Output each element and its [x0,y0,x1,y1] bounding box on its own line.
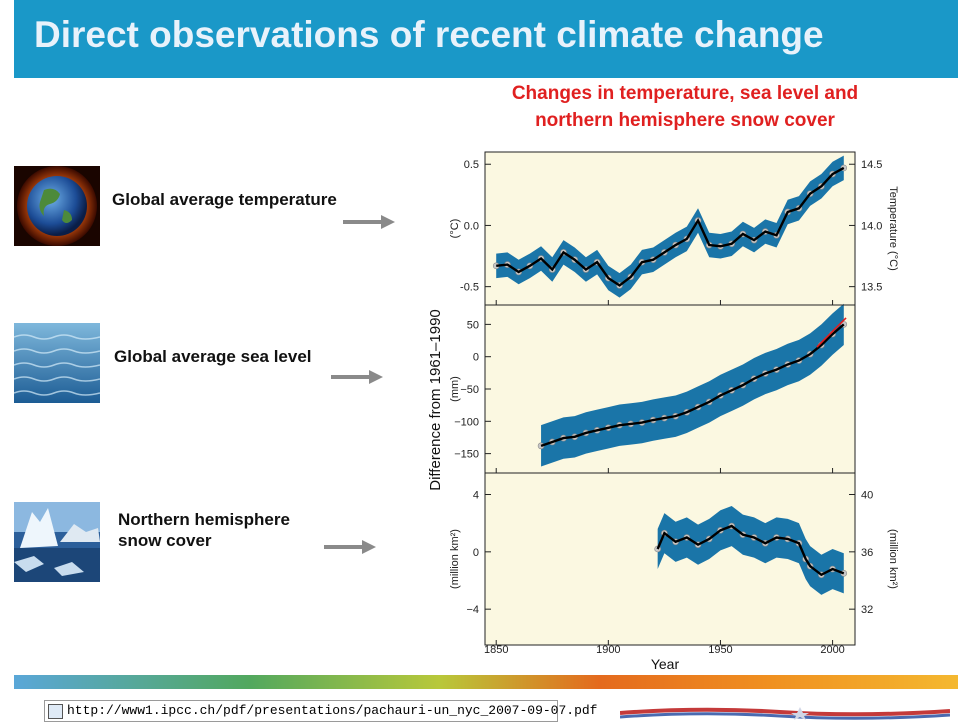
row-label-line: Global average sea level [114,347,312,366]
y-tick-label: −150 [454,449,479,461]
url-text: http://www1.ipcc.ch/pdf/presentations/pa… [67,703,598,718]
y-tick-label: −100 [454,416,479,428]
flag-decoration-icon [620,707,950,720]
uncertainty-band [496,155,844,298]
title-bar: Direct observations of recent climate ch… [14,0,958,78]
arrow-right-icon [331,370,383,384]
y-right-tick-label: 14.0 [861,220,882,232]
y-tick-label: 0 [473,547,479,559]
ocean-icon [14,323,100,403]
y-right-tick-label: 13.5 [861,282,882,294]
row-label-temperature: Global average temperature [112,189,337,210]
row-label-snow-cover: Northern hemisphere snow cover [118,509,290,551]
iceberg-icon [14,502,100,582]
chart-subtitle-line: Changes in temperature, sea level and [511,83,859,104]
arrow-right-icon [343,215,395,229]
x-tick-label: 1950 [708,644,732,656]
y-tick-label: −50 [460,384,479,396]
url-bar[interactable]: http://www1.ipcc.ch/pdf/presentations/pa… [44,700,598,722]
series-line [496,166,845,287]
y-right-tick-label: 36 [861,547,873,559]
row-label-sea-level: Global average sea level [114,346,312,367]
document-icon [48,704,63,719]
left-unit-label: (million km²) [449,529,461,589]
chart-subtitle: Changes in temperature, sea level and no… [440,80,930,134]
right-unit-label: Temperature (°C) [887,186,899,270]
series-line [656,524,845,577]
plot-frame [484,472,856,646]
y-tick-label: 0.0 [464,220,479,232]
x-tick-label: 2000 [820,644,844,656]
x-tick-label: 1850 [484,644,508,656]
page-title: Direct observations of recent climate ch… [34,14,824,55]
y-axis-label: Difference from 1961–1990 [427,309,444,491]
row-label-line: Northern hemisphere [118,510,290,529]
y-tick-label: 4 [473,490,479,502]
y-tick-label: −4 [466,604,479,616]
decorative-color-band [14,675,958,689]
satellite-trend-line [816,317,847,348]
y-tick-label: 0.5 [464,159,479,171]
plot-area [485,152,855,305]
uncertainty-band [657,505,844,595]
y-tick-label: -0.5 [460,282,479,294]
row-label-line: snow cover [118,531,212,550]
earth-icon [14,166,100,246]
y-right-tick-label: 32 [861,604,873,616]
right-unit-label: (million km²) [887,529,899,589]
y-tick-label: 50 [467,319,479,331]
y-right-tick-label: 14.5 [861,159,882,171]
left-unit-label: (°C) [449,219,461,239]
x-tick-label: 1900 [596,644,620,656]
climate-chart: 0.5 0.0 -0.5 14.5 14.0 13.5 (°C) Temperature (°… [400,140,910,675]
y-right-tick-label: 40 [861,490,873,502]
chart-subtitle-line: northern hemisphere snow cover [535,110,835,131]
left-unit-label: (mm) [449,376,461,402]
arrow-right-icon [324,540,376,554]
x-axis-label: Year [651,656,680,672]
row-label-line: Global average temperature [112,190,337,209]
y-tick-label: 0 [473,352,479,364]
series-line [540,323,845,447]
